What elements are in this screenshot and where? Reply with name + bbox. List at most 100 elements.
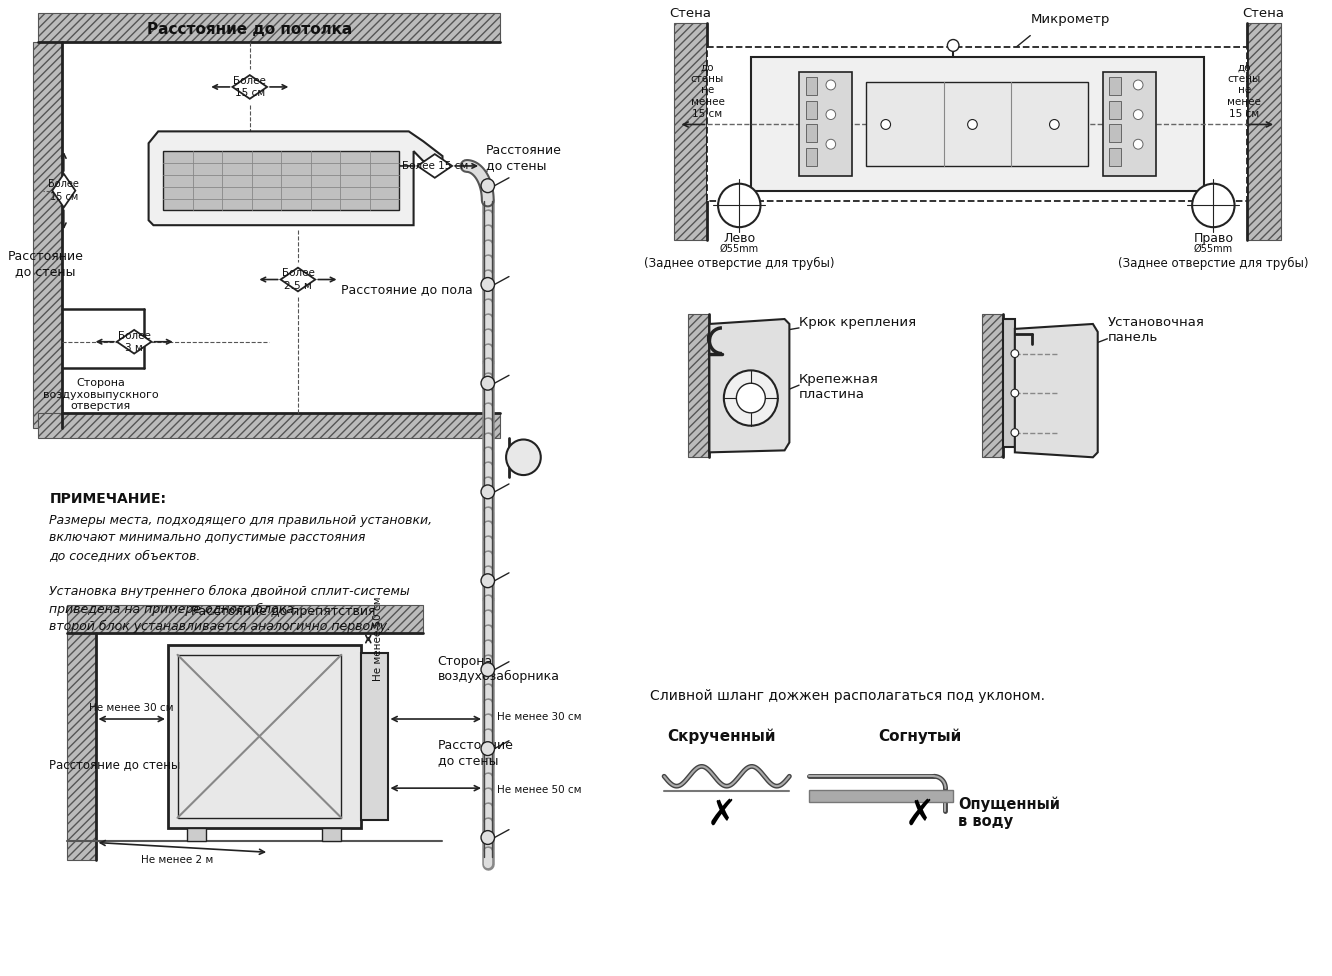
Bar <box>799 72 852 176</box>
Bar <box>1247 22 1281 240</box>
Circle shape <box>1011 389 1019 397</box>
Circle shape <box>481 831 494 844</box>
Bar <box>982 314 1003 458</box>
Bar <box>806 77 818 95</box>
Bar <box>707 48 1247 200</box>
Text: Согнутый: Согнутый <box>878 729 962 745</box>
Bar <box>1110 101 1120 118</box>
Text: приведена на примере одного блока,: приведена на примере одного блока, <box>49 602 298 616</box>
Polygon shape <box>149 132 442 225</box>
Bar <box>674 22 707 240</box>
Text: Не менее 50 см: Не менее 50 см <box>497 785 582 795</box>
Polygon shape <box>117 330 152 353</box>
Text: ✗: ✗ <box>904 798 935 832</box>
Text: Крепежная
пластина: Крепежная пластина <box>799 374 879 401</box>
Bar <box>866 82 1088 166</box>
Text: Опущенный
в воду: Опущенный в воду <box>958 796 1060 829</box>
Bar <box>1110 125 1120 142</box>
Bar <box>809 791 954 802</box>
Text: Микрометр: Микрометр <box>1030 13 1110 25</box>
Polygon shape <box>1015 324 1098 458</box>
Bar <box>33 43 61 427</box>
Text: Расстояние до потолка: Расстояние до потолка <box>147 22 353 37</box>
Circle shape <box>1134 109 1143 119</box>
Text: Стена: Стена <box>1243 7 1284 20</box>
Bar <box>322 828 341 841</box>
Text: Более
15 см: Более 15 см <box>48 180 79 202</box>
Text: Не менее 30 см: Не менее 30 см <box>89 703 173 713</box>
Text: Более
15 см: Более 15 см <box>233 76 266 99</box>
Text: Расстояние до пола: Расстояние до пола <box>341 283 473 296</box>
Circle shape <box>723 370 778 426</box>
Text: Ø55mm: Ø55mm <box>1193 244 1233 254</box>
Text: до
стены
не
менее
15 см: до стены не менее 15 см <box>690 62 725 119</box>
Polygon shape <box>232 75 268 99</box>
Text: Более
3 м: Более 3 м <box>117 331 151 353</box>
Text: Не менее 30 см: Не менее 30 см <box>497 712 582 722</box>
Text: Расстояние
до стены: Расстояние до стены <box>8 250 84 278</box>
Circle shape <box>826 80 835 90</box>
Bar <box>1110 77 1120 95</box>
Text: Сторона
воздухозаборника: Сторона воздухозаборника <box>438 655 559 683</box>
Text: Не менее 50 см: Не менее 50 см <box>373 596 384 681</box>
Text: (Заднее отверстие для трубы): (Заднее отверстие для трубы) <box>1118 257 1308 270</box>
Circle shape <box>1134 140 1143 149</box>
Circle shape <box>481 179 494 192</box>
Text: до
стены
не
менее
15 см: до стены не менее 15 см <box>1227 62 1261 119</box>
Bar <box>177 655 341 818</box>
Bar <box>186 828 206 841</box>
Text: Более
2.5 м: Более 2.5 м <box>281 268 314 291</box>
Text: Установка внутреннего блока двойной сплит-системы: Установка внутреннего блока двойной спли… <box>49 585 410 597</box>
Circle shape <box>880 119 891 130</box>
Bar <box>37 413 501 437</box>
Circle shape <box>718 183 761 227</box>
Bar <box>1110 148 1120 166</box>
Text: до соседних объектов.: до соседних объектов. <box>49 549 201 562</box>
Text: (Заднее отверстие для трубы): (Заднее отверстие для трубы) <box>643 257 835 270</box>
Text: Не менее 2 м: Не менее 2 м <box>141 855 213 866</box>
Text: Расстояние
до стены: Расстояние до стены <box>438 739 514 767</box>
Circle shape <box>481 742 494 755</box>
Circle shape <box>481 277 494 292</box>
Bar <box>806 125 818 142</box>
Text: второй блок устанавливается аналогично первому.: второй блок устанавливается аналогично п… <box>49 620 392 633</box>
Text: Установочная
панель: Установочная панель <box>1107 316 1204 345</box>
Text: Лево: Лево <box>723 232 755 245</box>
Circle shape <box>506 439 541 475</box>
Bar <box>689 314 710 458</box>
Circle shape <box>481 574 494 588</box>
Text: Расстояние до препятствия: Расстояние до препятствия <box>192 605 376 618</box>
Bar <box>67 605 424 633</box>
Bar <box>806 101 818 118</box>
Bar <box>361 653 388 820</box>
Bar <box>67 633 96 860</box>
Circle shape <box>1011 428 1019 436</box>
Text: Сторона
воздуховыпускного
отверстия: Сторона воздуховыпускного отверстия <box>43 379 159 412</box>
Polygon shape <box>710 319 790 452</box>
Circle shape <box>1192 183 1235 227</box>
Text: Право: Право <box>1193 232 1233 245</box>
Text: Скрученный: Скрученный <box>667 729 777 745</box>
Bar <box>163 151 400 211</box>
Circle shape <box>1050 119 1059 130</box>
Bar <box>806 148 818 166</box>
Text: ✗: ✗ <box>707 798 737 832</box>
Bar <box>168 645 361 828</box>
Text: Более 15 см: Более 15 см <box>402 161 468 171</box>
Circle shape <box>737 384 766 413</box>
Bar <box>1103 72 1156 176</box>
Circle shape <box>967 119 978 130</box>
Circle shape <box>1011 349 1019 357</box>
Text: включают минимально допустимые расстояния: включают минимально допустимые расстояни… <box>49 531 366 545</box>
Text: Расстояние
до стены: Расстояние до стены <box>486 144 562 172</box>
Polygon shape <box>281 267 316 292</box>
Circle shape <box>826 140 835 149</box>
Text: Размеры места, подходящего для правильной установки,: Размеры места, подходящего для правильно… <box>49 513 433 527</box>
Bar <box>751 58 1204 190</box>
Circle shape <box>481 377 494 390</box>
Text: Ø55mm: Ø55mm <box>719 244 759 254</box>
Polygon shape <box>52 174 76 208</box>
Text: Сливной шланг дожжен располагаться под уклоном.: Сливной шланг дожжен располагаться под у… <box>650 689 1044 704</box>
Text: Расстояние до стены: Расстояние до стены <box>49 758 181 771</box>
Text: Стена: Стена <box>669 7 711 20</box>
